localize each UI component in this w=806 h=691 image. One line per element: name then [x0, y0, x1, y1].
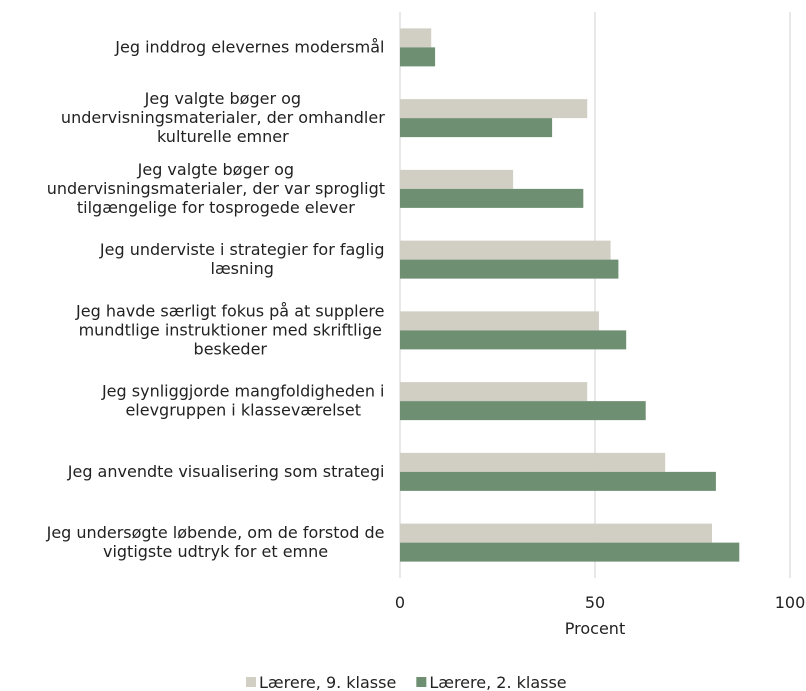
y-tick-label: Jeg inddrog elevernes modersmål	[114, 37, 384, 56]
y-tick-label: Jeg anvendte visualisering som strategi	[67, 462, 385, 481]
y-tick-label: Jeg underviste i strategier for faglig læ…	[99, 240, 385, 278]
bar	[400, 47, 436, 67]
x-axis-label: Procent	[565, 619, 625, 638]
legend-swatch	[246, 677, 256, 687]
bar	[400, 99, 588, 119]
bar	[400, 259, 619, 279]
bar	[400, 401, 646, 421]
bar	[400, 311, 599, 331]
bar	[400, 188, 584, 208]
bar	[400, 169, 514, 189]
x-tick-label: 50	[585, 593, 605, 612]
bar	[400, 523, 712, 543]
y-tick-label: Jeg undersøgte løbende, om de forstod de…	[46, 523, 385, 561]
bar	[400, 452, 666, 472]
x-tick-label: 100	[775, 593, 806, 612]
y-tick-label: Jeg valgte bøger og undervisningsmaterial…	[61, 89, 385, 146]
x-tick-label: 0	[395, 593, 405, 612]
bar	[400, 240, 611, 260]
bar	[400, 330, 627, 350]
y-tick-label: Jeg havde særligt fokus på at supplere mu…	[75, 301, 384, 358]
legend-label: Lærere, 9. klasse	[259, 673, 396, 691]
bar	[400, 471, 716, 491]
bar	[400, 542, 740, 562]
y-tick-label: Jeg synliggjorde mangfoldigheden i elevgr…	[101, 382, 385, 420]
bar	[400, 28, 432, 48]
legend-swatch	[416, 677, 427, 687]
y-tick-label: Jeg valgte bøger og undervisningsmaterial…	[47, 160, 385, 217]
bar	[400, 382, 588, 402]
legend-label: Lærere, 2. klasse	[429, 673, 566, 691]
bar	[400, 118, 553, 138]
